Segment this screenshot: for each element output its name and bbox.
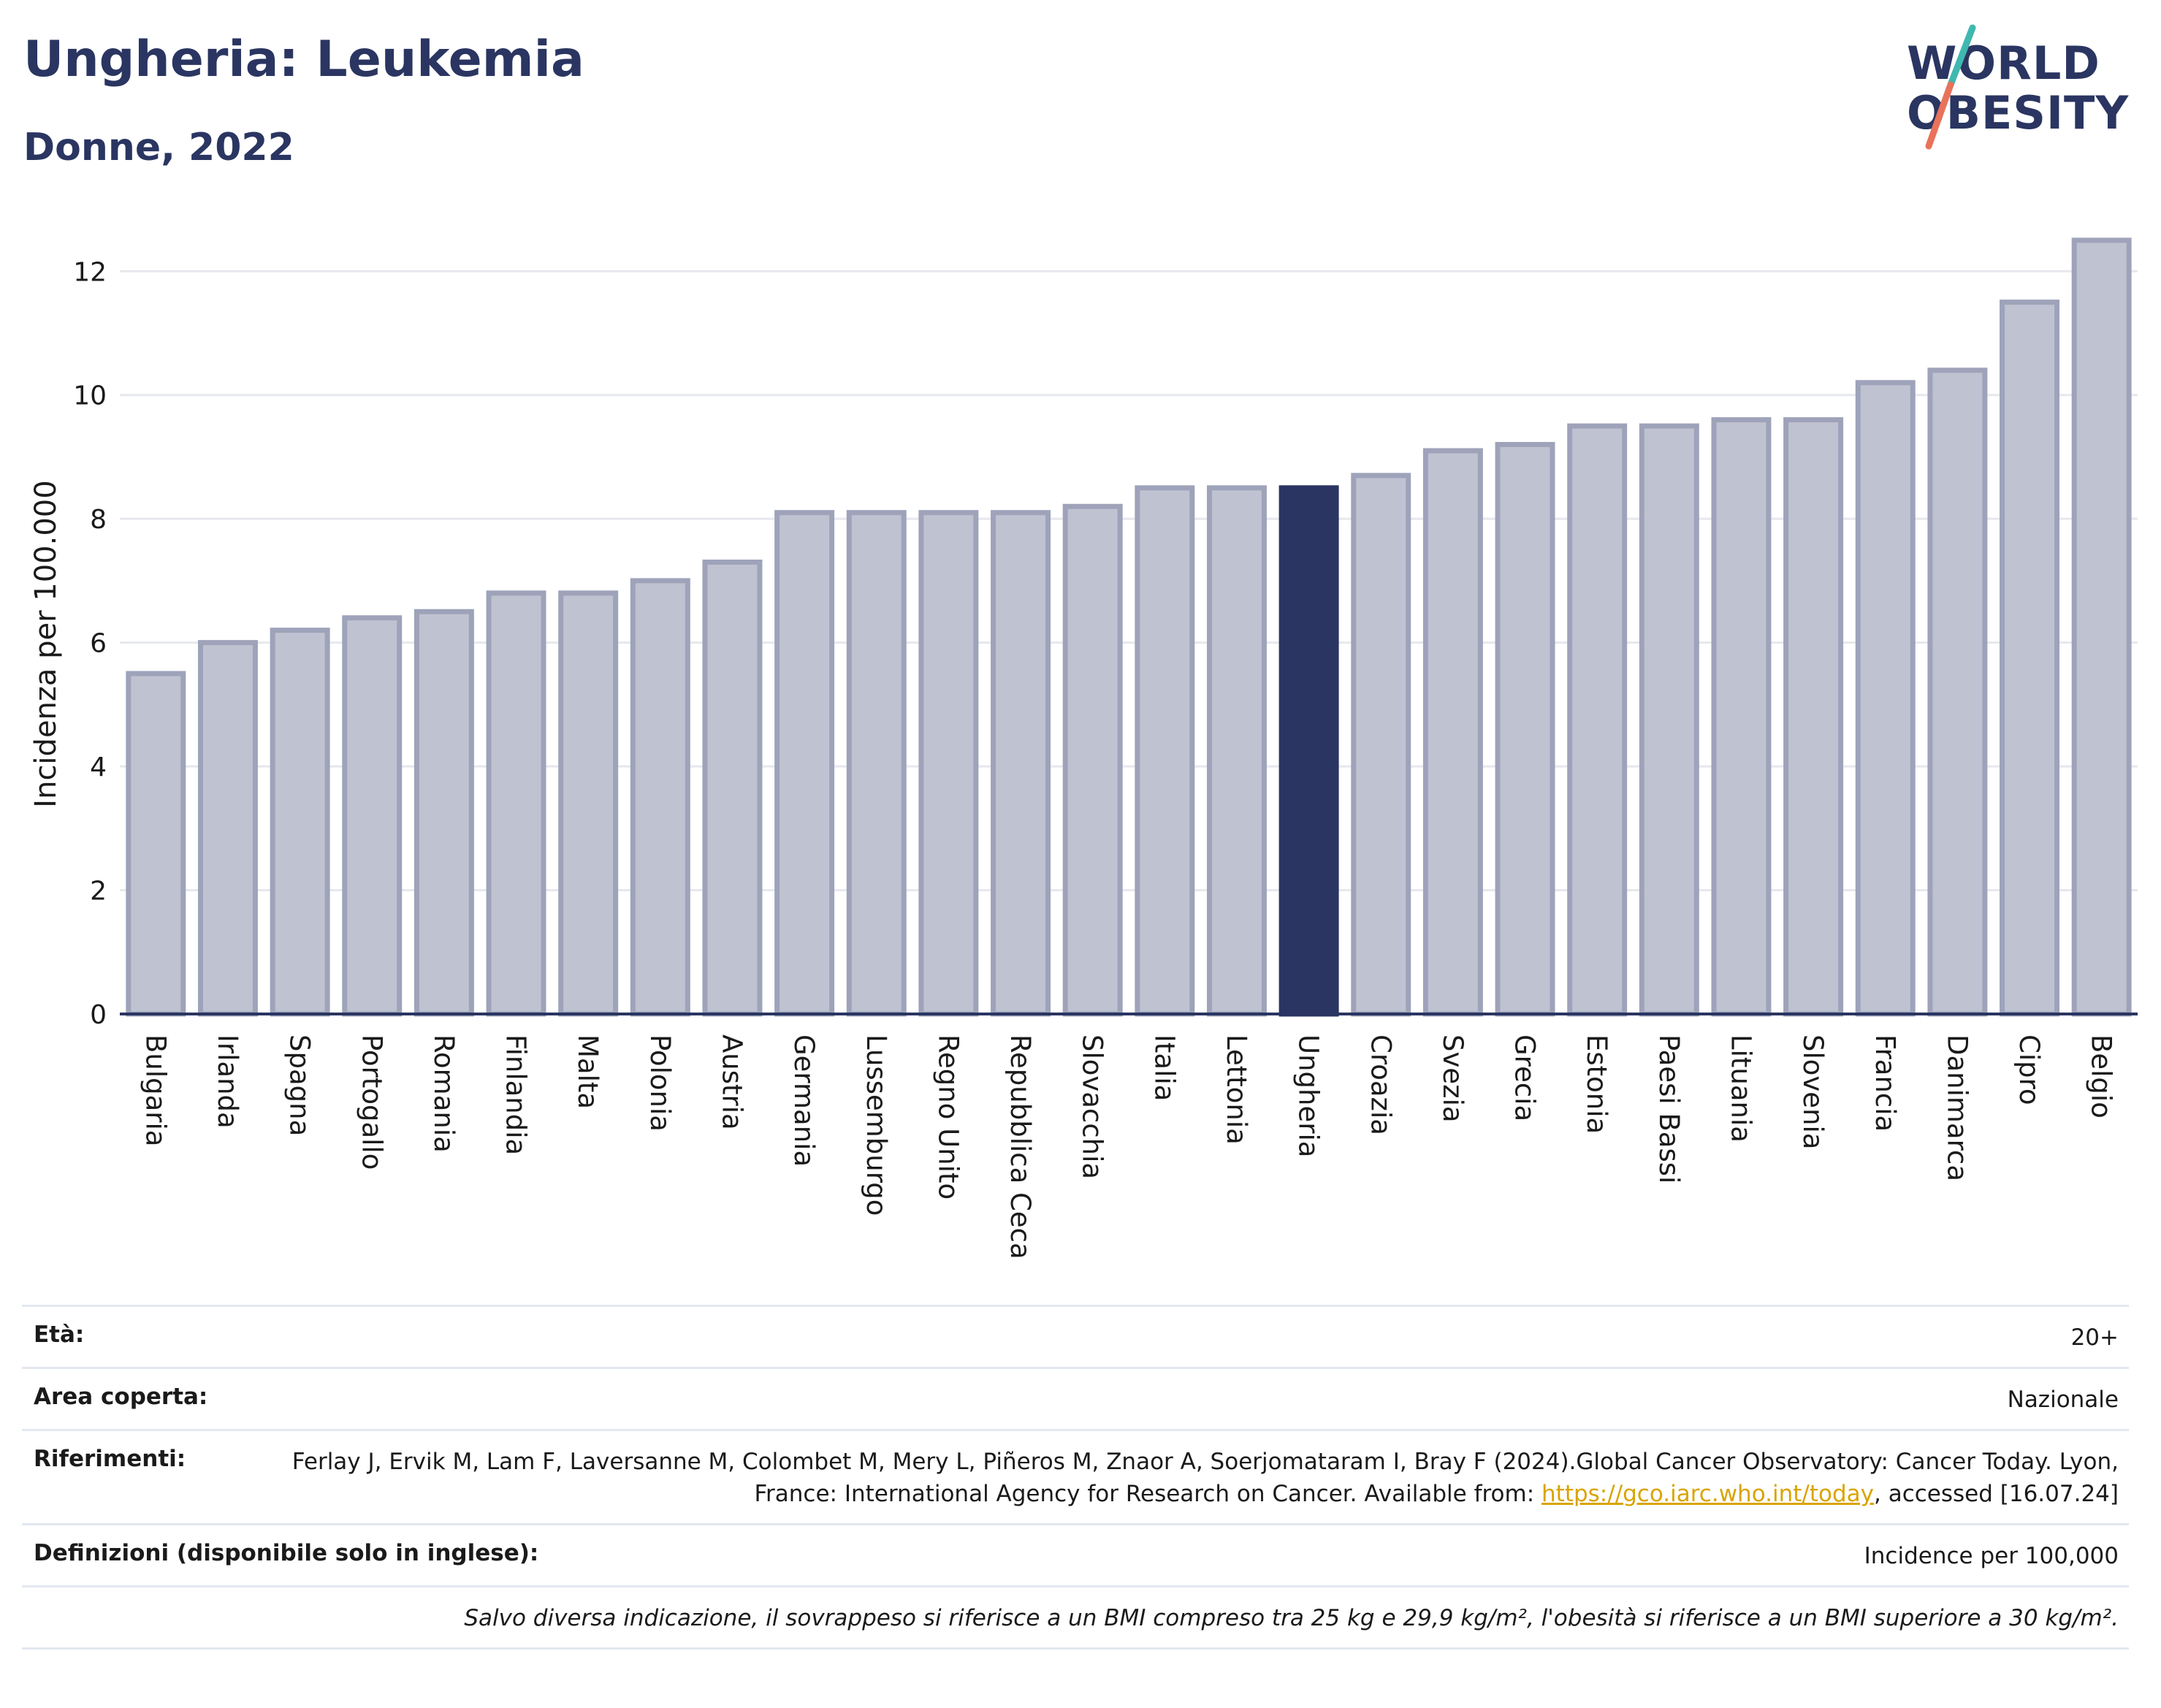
x-tick-label: Portogallo <box>356 1034 387 1170</box>
x-tick-label: Slovenia <box>1797 1034 1829 1149</box>
bar <box>197 640 258 1017</box>
x-tick-label: Lituania <box>1725 1034 1756 1143</box>
x-tick-label: Ungheria <box>1293 1034 1325 1157</box>
references-label: Riferimenti: <box>34 1446 186 1472</box>
references-value: Ferlay J, Ervik M, Lam F, Laversanne M, … <box>215 1446 2119 1510</box>
x-tick-label: Irlanda <box>212 1034 243 1129</box>
bar <box>558 590 619 1017</box>
bar <box>918 510 979 1017</box>
bar <box>1927 367 1988 1017</box>
bar <box>486 590 546 1017</box>
references-text: Ferlay J, Ervik M, Lam F, Laversanne M, … <box>291 1449 2119 1507</box>
page-title: Ungheria: Leukemia <box>23 31 584 88</box>
bar <box>126 671 186 1017</box>
x-tick-label: Francia <box>1870 1034 1901 1132</box>
bar <box>630 578 690 1017</box>
bar <box>1278 485 1339 1017</box>
x-tick-label: Finlandia <box>500 1034 532 1155</box>
area-value: Nazionale <box>2007 1387 2119 1413</box>
bar <box>413 609 474 1017</box>
definitions-value: Incidence per 100,000 <box>1864 1543 2119 1569</box>
x-tick-label: Repubblica Ceca <box>1005 1034 1036 1259</box>
meta-row-definitions: Definizioni (disponibile solo in inglese… <box>22 1523 2129 1585</box>
x-tick-label: Romania <box>428 1034 460 1153</box>
bar-chart: 0 2 4 6 8 10 12 Bulgaria Irlanda Spagna Portogallo… <box>29 237 2138 1259</box>
x-tick-label: Lettonia <box>1221 1034 1252 1145</box>
meta-row-references: Riferimenti: Ferlay J, Ervik M, Lam F, L… <box>22 1429 2129 1523</box>
references-link[interactable]: https://gco.iarc.who.int/today <box>1541 1481 1874 1507</box>
x-tick-label: Grecia <box>1509 1034 1541 1121</box>
bar <box>702 559 763 1017</box>
bar <box>1422 448 1483 1017</box>
x-tick-label: Danimarca <box>1941 1034 1973 1181</box>
references-accessed: , accessed [16.07.24] <box>1873 1481 2119 1507</box>
metadata-table: Età: 20+ Area coperta: Nazionale Riferim… <box>22 1305 2129 1650</box>
bar <box>1206 485 1267 1017</box>
x-tick-label: Polonia <box>644 1034 676 1132</box>
logo-line-1: WORLD <box>1907 37 2100 90</box>
x-tick-label: Svezia <box>1437 1034 1468 1123</box>
x-tick-label: Spagna <box>284 1034 316 1136</box>
y-axis-label: Incidenza per 100.000 <box>29 480 63 807</box>
meta-row-age: Età: 20+ <box>22 1305 2129 1367</box>
age-value: 20+ <box>2070 1324 2119 1351</box>
bar <box>342 615 403 1017</box>
world-obesity-logo: WORLD OBESITY <box>1899 22 2148 153</box>
y-tick-label: 8 <box>90 505 107 535</box>
bar <box>1639 423 1699 1017</box>
bmi-note: Salvo diversa indicazione, il sovrappeso… <box>464 1605 2119 1631</box>
meta-row-area: Area coperta: Nazionale <box>22 1367 2129 1429</box>
bar <box>1855 380 1916 1017</box>
bar <box>270 628 330 1017</box>
bar <box>991 510 1051 1017</box>
bar <box>1567 423 1628 1017</box>
y-tick-label: 12 <box>73 257 107 287</box>
page-subtitle: Donne, 2022 <box>23 126 294 169</box>
x-tick-label: Lussemburgo <box>861 1034 892 1216</box>
x-tick-label: Paesi Bassi <box>1653 1034 1685 1183</box>
bar <box>846 510 907 1017</box>
x-tick-label: Italia <box>1148 1034 1180 1101</box>
definitions-label: Definizioni (disponibile solo in inglese… <box>34 1540 539 1566</box>
y-tick-label: 10 <box>73 381 107 411</box>
x-tick-label: Estonia <box>1581 1034 1612 1134</box>
bar <box>2071 237 2132 1017</box>
x-tick-label: Belgio <box>2086 1034 2117 1118</box>
x-tick-label: Slovacchia <box>1077 1034 1108 1179</box>
x-tick-label: Regno Unito <box>932 1034 964 1200</box>
x-tick-label: Croazia <box>1365 1034 1396 1135</box>
y-tick-label: 6 <box>90 629 107 659</box>
y-tick-label: 4 <box>90 752 107 782</box>
logo-slash-icon <box>1925 24 1976 150</box>
area-label: Area coperta: <box>34 1384 208 1410</box>
x-tick-label: Bulgaria <box>140 1034 171 1146</box>
y-tick-label: 0 <box>90 1000 107 1030</box>
bar <box>1135 485 1195 1017</box>
meta-row-note: Salvo diversa indicazione, il sovrappeso… <box>22 1585 2129 1650</box>
x-tick-label: Germania <box>788 1034 820 1167</box>
bar <box>1711 417 1772 1017</box>
bar <box>1783 417 1844 1017</box>
x-tick-label: Malta <box>572 1034 603 1109</box>
x-tick-label: Cipro <box>2013 1034 2045 1105</box>
bar <box>774 510 835 1017</box>
bar <box>2000 300 2060 1017</box>
x-tick-label: Austria <box>716 1034 747 1130</box>
bar <box>1062 503 1123 1017</box>
bar <box>1495 441 1555 1017</box>
age-label: Età: <box>34 1322 85 1348</box>
bar <box>1351 473 1411 1017</box>
y-tick-label: 2 <box>90 877 107 907</box>
